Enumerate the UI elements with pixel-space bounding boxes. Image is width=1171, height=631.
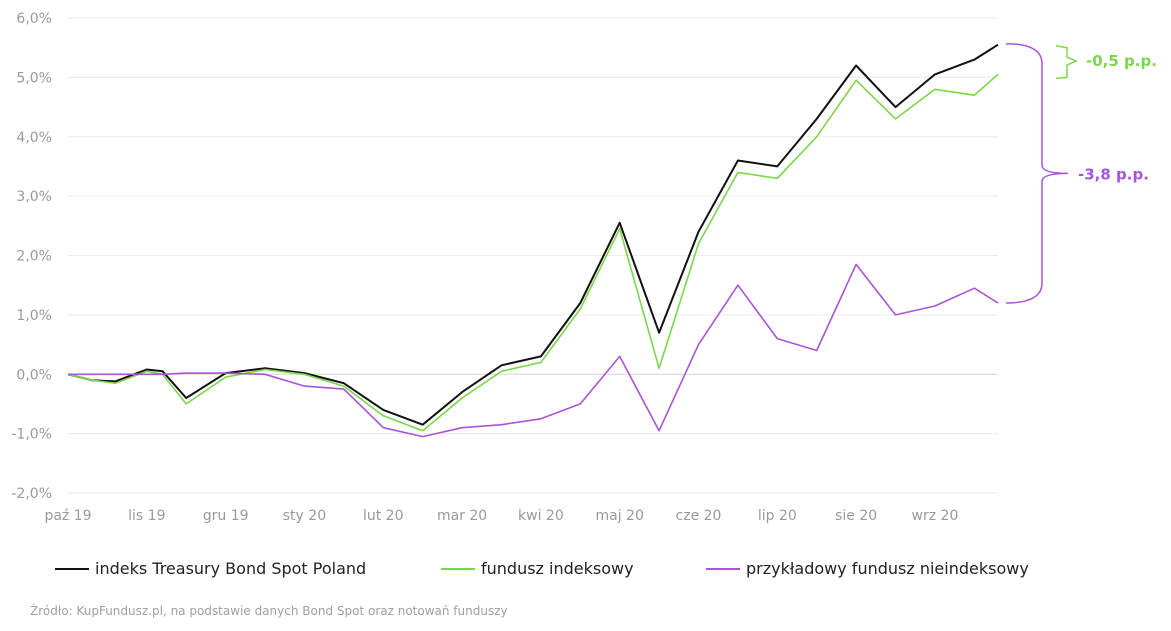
y-tick-label: 6,0% [16, 11, 52, 27]
x-tick-label: maj 20 [596, 508, 644, 524]
x-tick-label: mar 20 [437, 508, 487, 524]
brace-purple [1005, 42, 1069, 304]
x-tick-label: lis 19 [128, 508, 165, 524]
y-tick-label: 2,0% [16, 249, 52, 265]
legend: indeks Treasury Bond Spot Poland fundusz… [0, 559, 1171, 583]
y-tick-label: -1,0% [11, 427, 52, 443]
legend-swatch-treasury [55, 567, 89, 570]
brace-green [1055, 44, 1078, 80]
legend-swatch-index-fund [441, 567, 475, 570]
series-line [67, 43, 999, 426]
y-tick-label: 5,0% [16, 70, 52, 86]
y-axis: 6,0% 5,0% 4,0% 3,0% 2,0% 1,0% 0,0% -1,0% -2,0% [11, 11, 52, 502]
gridlines [68, 17, 998, 494]
x-tick-label: kwi 20 [518, 508, 564, 524]
y-tick-label: 0,0% [16, 367, 52, 383]
legend-swatch-non-index [706, 567, 740, 570]
legend-label: przykładowy fundusz nieindeksowy [746, 559, 1029, 578]
x-tick-label: lip 20 [758, 508, 797, 524]
legend-item-non-index-fund: przykładowy fundusz nieindeksowy [706, 559, 1029, 578]
y-tick-label: -2,0% [11, 486, 52, 502]
legend-item-index-fund: fundusz indeksowy [441, 559, 634, 578]
legend-label: indeks Treasury Bond Spot Poland [95, 559, 367, 578]
annotation-label: -3,8 p.p. [1078, 165, 1149, 183]
x-tick-label: wrz 20 [912, 508, 959, 524]
chart: 6,0% 5,0% 4,0% 3,0% 2,0% 1,0% 0,0% -1,0% -2,0% p… [11, 11, 1157, 524]
legend-item-treasury-index: indeks Treasury Bond Spot Poland [55, 559, 366, 578]
x-tick-label: cze 20 [676, 508, 722, 524]
x-tick-label: sty 20 [283, 508, 326, 524]
annotation-label: -0,5 p.p. [1086, 52, 1157, 70]
series-lines [67, 43, 999, 438]
source-note: Źródło: KupFundusz.pl, na podstawie dany… [30, 604, 508, 618]
y-tick-label: 3,0% [16, 189, 52, 205]
series-line [68, 263, 999, 438]
x-tick-label: sie 20 [835, 508, 877, 524]
legend-label: fundusz indeksowy [481, 559, 634, 578]
y-tick-label: 4,0% [16, 130, 52, 146]
x-axis: paź 19 lis 19 gru 19 sty 20 lut 20 mar 20 kwi … [44, 508, 958, 524]
y-tick-label: 1,0% [16, 308, 52, 324]
annotations: -0,5 p.p. -3,8 p.p. [1005, 42, 1157, 304]
x-tick-label: paź 19 [44, 508, 91, 524]
series-line [67, 73, 999, 432]
x-tick-label: gru 19 [203, 508, 249, 524]
x-tick-label: lut 20 [363, 508, 404, 524]
